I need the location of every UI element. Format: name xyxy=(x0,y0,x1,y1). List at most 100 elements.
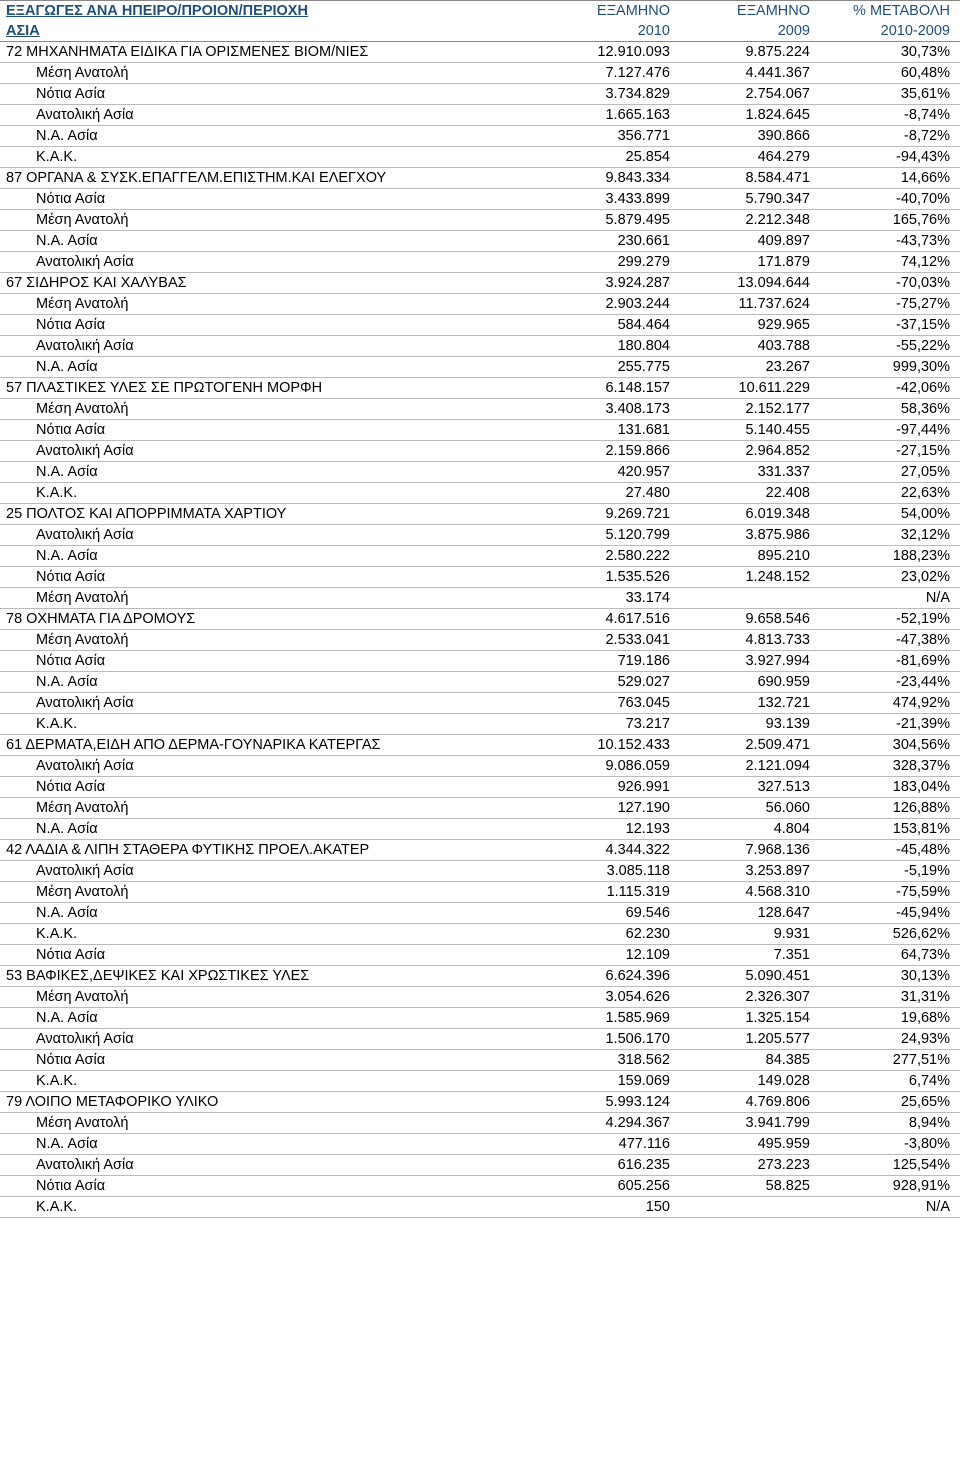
cell-c3: 495.959 xyxy=(680,1135,820,1153)
cell-c3: 149.028 xyxy=(680,1072,820,1090)
cell-c1: Νότια Ασία xyxy=(0,190,540,208)
cell-c3: 1.325.154 xyxy=(680,1009,820,1027)
cell-c3: 2.121.094 xyxy=(680,757,820,775)
cell-c2: 1.535.526 xyxy=(540,568,680,586)
cell-c2: 5.993.124 xyxy=(540,1093,680,1111)
cell-c4: 30,73% xyxy=(820,43,960,61)
table-header: ΕΞΑΓΩΓΕΣ ΑΝΑ ΗΠΕΙΡΟ/ΠΡΟΙΟΝ/ΠΕΡΙΟΧΗ ΕΞΑΜΗ… xyxy=(0,0,960,42)
cell-c3: 690.959 xyxy=(680,673,820,691)
cell-c1: Νότια Ασία xyxy=(0,946,540,964)
cell-c2: 420.957 xyxy=(540,463,680,481)
table-row: Νότια Ασία584.464929.965-37,15% xyxy=(0,315,960,336)
table-row: Μέση Ανατολή127.19056.060126,88% xyxy=(0,798,960,819)
cell-c3: 331.337 xyxy=(680,463,820,481)
cell-c1: Κ.Α.Κ. xyxy=(0,1072,540,1090)
table-row: Ν.Α. Ασία255.77523.267999,30% xyxy=(0,357,960,378)
cell-c2: 5.879.495 xyxy=(540,211,680,229)
cell-c1: Μέση Ανατολή xyxy=(0,1114,540,1132)
cell-c4: -40,70% xyxy=(820,190,960,208)
table-row: Κ.Α.Κ.25.854464.279-94,43% xyxy=(0,147,960,168)
cell-c2: 719.186 xyxy=(540,652,680,670)
cell-c2: 2.159.866 xyxy=(540,442,680,460)
cell-c4: 31,31% xyxy=(820,988,960,1006)
cell-c3: 13.094.644 xyxy=(680,274,820,292)
cell-c4: 74,12% xyxy=(820,253,960,271)
cell-c2: 25.854 xyxy=(540,148,680,166)
cell-c3: 9.931 xyxy=(680,925,820,943)
cell-c3: 22.408 xyxy=(680,484,820,502)
cell-c2: 73.217 xyxy=(540,715,680,733)
cell-c1: 87 ΟΡΓΑΝΑ & ΣΥΣΚ.ΕΠΑΓΓΕΛΜ.ΕΠΙΣΤΗΜ.ΚΑΙ ΕΛ… xyxy=(0,169,540,187)
cell-c4: 188,23% xyxy=(820,547,960,565)
cell-c2: 763.045 xyxy=(540,694,680,712)
cell-c4: -45,94% xyxy=(820,904,960,922)
cell-c3: 132.721 xyxy=(680,694,820,712)
cell-c1: 79 ΛΟΙΠΟ ΜΕΤΑΦΟΡΙΚΟ ΥΛΙΚΟ xyxy=(0,1093,540,1111)
table-row: Ανατολική Ασία180.804403.788-55,22% xyxy=(0,336,960,357)
cell-c2: 33.174 xyxy=(540,589,680,607)
cell-c4: -70,03% xyxy=(820,274,960,292)
cell-c2: 3.734.829 xyxy=(540,85,680,103)
cell-c4: 30,13% xyxy=(820,967,960,985)
cell-c3: 11.737.624 xyxy=(680,295,820,313)
cell-c4: 126,88% xyxy=(820,799,960,817)
table-body: 72 ΜΗΧΑΝΗΜΑΤΑ ΕΙΔΙΚΑ ΓΙΑ ΟΡΙΣΜΕΝΕΣ ΒΙΟΜ/… xyxy=(0,42,960,1218)
cell-c2: 529.027 xyxy=(540,673,680,691)
cell-c4: 35,61% xyxy=(820,85,960,103)
cell-c3: 6.019.348 xyxy=(680,505,820,523)
cell-c4: -42,06% xyxy=(820,379,960,397)
cell-c3: 84.385 xyxy=(680,1051,820,1069)
cell-c4: 22,63% xyxy=(820,484,960,502)
cell-c2: 926.991 xyxy=(540,778,680,796)
cell-c3: 409.897 xyxy=(680,232,820,250)
cell-c1: Νότια Ασία xyxy=(0,568,540,586)
table-row: 67 ΣΙΔΗΡΟΣ ΚΑΙ ΧΑΛΥΒΑΣ3.924.28713.094.64… xyxy=(0,273,960,294)
cell-c1: Νότια Ασία xyxy=(0,652,540,670)
cell-c1: 53 ΒΑΦΙΚΕΣ,ΔΕΨΙΚΕΣ ΚΑΙ ΧΡΩΣΤΙΚΕΣ ΥΛΕΣ xyxy=(0,967,540,985)
cell-c3: 4.568.310 xyxy=(680,883,820,901)
cell-c1: Ν.Α. Ασία xyxy=(0,904,540,922)
cell-c2: 131.681 xyxy=(540,421,680,439)
cell-c1: Ν.Α. Ασία xyxy=(0,358,540,376)
cell-c2: 3.408.173 xyxy=(540,400,680,418)
cell-c2: 6.148.157 xyxy=(540,379,680,397)
cell-c1: Ανατολική Ασία xyxy=(0,337,540,355)
table-row: Μέση Ανατολή5.879.4952.212.348165,76% xyxy=(0,210,960,231)
table-row: Ανατολική Ασία1.506.1701.205.57724,93% xyxy=(0,1029,960,1050)
cell-c2: 62.230 xyxy=(540,925,680,943)
table-row: 87 ΟΡΓΑΝΑ & ΣΥΣΚ.ΕΠΑΓΓΕΛΜ.ΕΠΙΣΤΗΜ.ΚΑΙ ΕΛ… xyxy=(0,168,960,189)
cell-c2: 616.235 xyxy=(540,1156,680,1174)
cell-c2: 1.506.170 xyxy=(540,1030,680,1048)
cell-c3: 171.879 xyxy=(680,253,820,271)
cell-c3 xyxy=(680,597,820,599)
cell-c2: 7.127.476 xyxy=(540,64,680,82)
table-row: Νότια Ασία131.6815.140.455-97,44% xyxy=(0,420,960,441)
table-row: 78 ΟΧΗΜΑΤΑ ΓΙΑ ΔΡΟΜΟΥΣ4.617.5169.658.546… xyxy=(0,609,960,630)
cell-c4: 25,65% xyxy=(820,1093,960,1111)
header-col4-1: % ΜΕΤΑΒΟΛΗ xyxy=(820,1,960,21)
table-row: Ν.Α. Ασία356.771390.866-8,72% xyxy=(0,126,960,147)
table-row: 53 ΒΑΦΙΚΕΣ,ΔΕΨΙΚΕΣ ΚΑΙ ΧΡΩΣΤΙΚΕΣ ΥΛΕΣ6.6… xyxy=(0,966,960,987)
table-row: Κ.Α.Κ.27.48022.40822,63% xyxy=(0,483,960,504)
table-row: Ανατολική Ασία763.045132.721474,92% xyxy=(0,693,960,714)
header-col4-2: 2010-2009 xyxy=(820,21,960,41)
cell-c3: 3.875.986 xyxy=(680,526,820,544)
cell-c4: 64,73% xyxy=(820,946,960,964)
cell-c2: 127.190 xyxy=(540,799,680,817)
cell-c1: Ανατολική Ασία xyxy=(0,526,540,544)
table-row: Ανατολική Ασία5.120.7993.875.98632,12% xyxy=(0,525,960,546)
cell-c4: 526,62% xyxy=(820,925,960,943)
table-row: Ν.Α. Ασία12.1934.804153,81% xyxy=(0,819,960,840)
cell-c2: 5.120.799 xyxy=(540,526,680,544)
cell-c3: 58.825 xyxy=(680,1177,820,1195)
cell-c1: Ν.Α. Ασία xyxy=(0,1135,540,1153)
cell-c1: Μέση Ανατολή xyxy=(0,400,540,418)
cell-c4: -43,73% xyxy=(820,232,960,250)
cell-c3: 1.248.152 xyxy=(680,568,820,586)
cell-c2: 2.903.244 xyxy=(540,295,680,313)
cell-c4: -47,38% xyxy=(820,631,960,649)
table-row: Νότια Ασία3.433.8995.790.347-40,70% xyxy=(0,189,960,210)
cell-c1: Ανατολική Ασία xyxy=(0,106,540,124)
cell-c4: -27,15% xyxy=(820,442,960,460)
cell-c1: 78 ΟΧΗΜΑΤΑ ΓΙΑ ΔΡΟΜΟΥΣ xyxy=(0,610,540,628)
